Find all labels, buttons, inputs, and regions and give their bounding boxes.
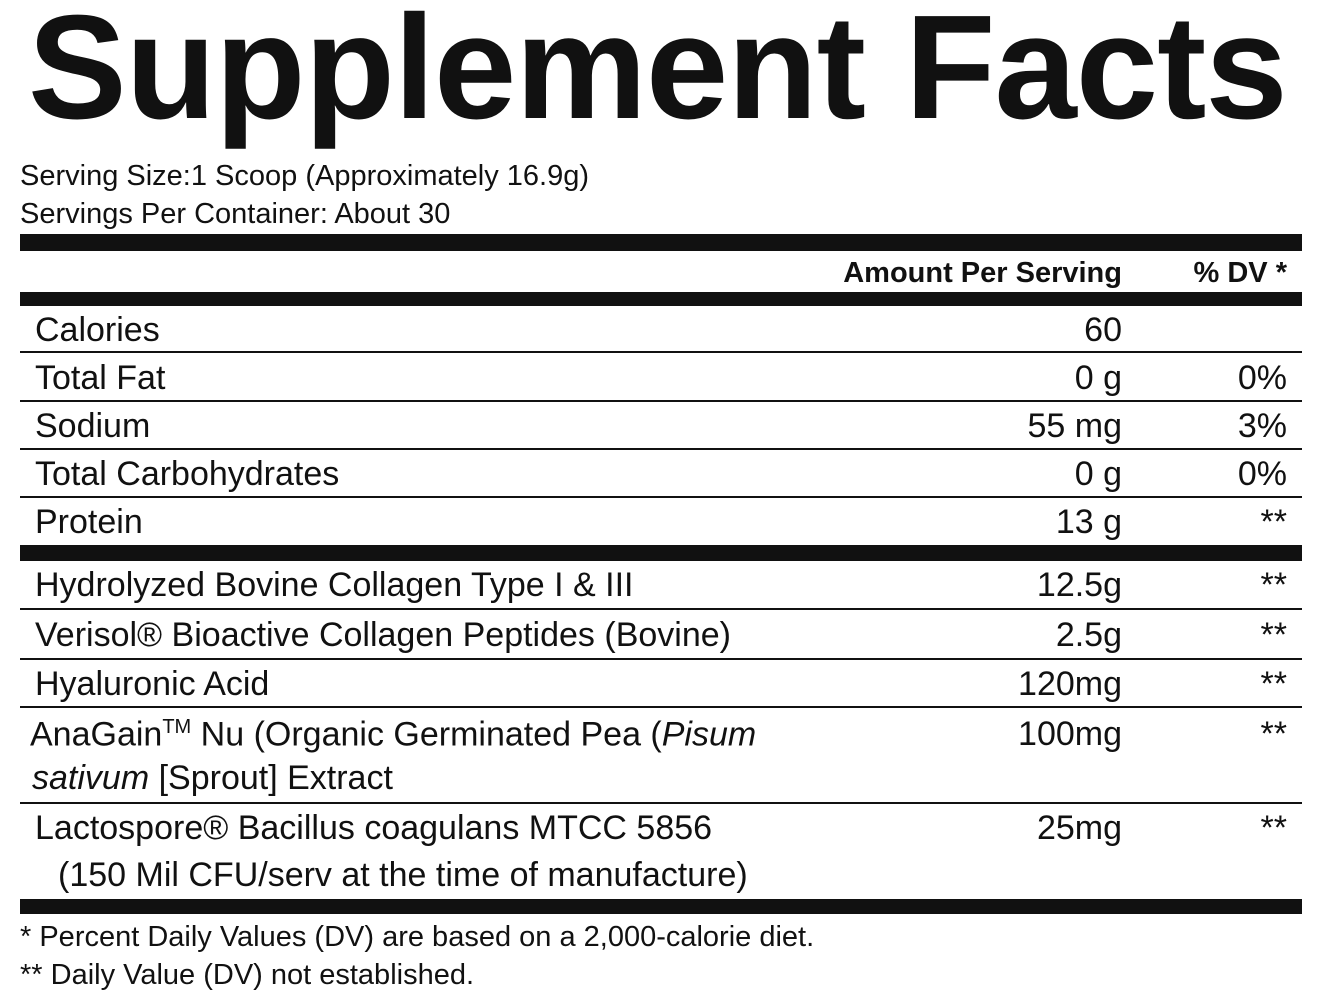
- ingredient-name-part: AnaGain: [30, 715, 163, 754]
- ingredient-name-italic: sativum: [32, 759, 150, 797]
- label-title: Supplement Facts: [28, 0, 1288, 150]
- ingredient-amount: 2.5g: [1055, 616, 1122, 654]
- row-divider: [20, 496, 1302, 498]
- header-amount: Amount Per Serving: [843, 257, 1122, 289]
- ingredient-dv: **: [1260, 616, 1287, 654]
- ingredient-name: Hyaluronic Acid: [35, 665, 270, 703]
- ingredient-name-part: [Sprout] Extract: [149, 759, 393, 797]
- serving-size: Serving Size:1 Scoop (Approximately 16.9…: [20, 160, 590, 192]
- trademark-mark: TM: [162, 716, 192, 738]
- ingredient-name: Hydrolyzed Bovine Collagen Type I & III: [35, 566, 634, 604]
- ingredient-amount: 12.5g: [1036, 566, 1122, 604]
- row-divider: [20, 706, 1302, 708]
- row-divider: [20, 802, 1302, 804]
- nutrient-dv: 3%: [1237, 407, 1287, 445]
- nutrient-name: Total Fat: [35, 359, 166, 397]
- nutrient-amount: 55 mg: [1027, 407, 1123, 445]
- nutrient-amount: 13 g: [1055, 503, 1122, 541]
- ingredient-name-line2: (150 Mil CFU/serv at the time of manufac…: [58, 856, 748, 894]
- ingredient-name-italic: Pisum: [661, 715, 757, 754]
- thick-divider: [20, 545, 1302, 561]
- ingredient-name-part: Nu (Organic Germinated Pea (: [191, 715, 662, 754]
- row-divider: [20, 658, 1302, 660]
- ingredient-amount: 25mg: [1036, 809, 1122, 847]
- ingredient-name: Verisol® Bioactive Collagen Peptides (Bo…: [35, 616, 731, 654]
- nutrient-amount: 0 g: [1074, 455, 1122, 493]
- ingredient-amount: 100mg: [1018, 715, 1122, 753]
- nutrient-amount: 0 g: [1074, 359, 1122, 397]
- thick-divider: [20, 234, 1302, 251]
- row-divider: [20, 608, 1302, 610]
- ingredient-amount: 120mg: [1018, 665, 1122, 703]
- nutrient-dv: **: [1260, 503, 1287, 541]
- ingredient-name: AnaGainTM Nu (Organic Germinated Pea (Pi…: [30, 717, 756, 751]
- ingredient-name-line2: sativum [Sprout] Extract: [32, 761, 393, 795]
- ingredient-dv: **: [1260, 809, 1287, 847]
- row-divider: [20, 400, 1302, 402]
- nutrient-dv: 0%: [1237, 455, 1287, 493]
- row-divider: [20, 448, 1302, 450]
- footnote: * Percent Daily Values (DV) are based on…: [20, 921, 815, 953]
- nutrient-name: Sodium: [35, 407, 151, 445]
- ingredient-dv: **: [1260, 665, 1287, 703]
- row-divider: [20, 351, 1302, 353]
- ingredient-dv: **: [1260, 715, 1287, 753]
- ingredient-dv: **: [1260, 566, 1287, 604]
- servings-per-container: Servings Per Container: About 30: [20, 198, 451, 230]
- nutrient-name: Protein: [35, 503, 143, 541]
- thick-divider: [20, 292, 1302, 306]
- nutrient-amount: 60: [1084, 311, 1122, 349]
- nutrient-dv: 0%: [1237, 359, 1287, 397]
- thick-divider: [20, 899, 1302, 914]
- nutrient-name: Calories: [35, 311, 160, 349]
- nutrient-name: Total Carbohydrates: [35, 455, 340, 493]
- header-dv: % DV *: [1193, 257, 1287, 289]
- ingredient-name: Lactospore® Bacillus coagulans MTCC 5856: [35, 809, 713, 847]
- footnote: ** Daily Value (DV) not established.: [20, 959, 475, 991]
